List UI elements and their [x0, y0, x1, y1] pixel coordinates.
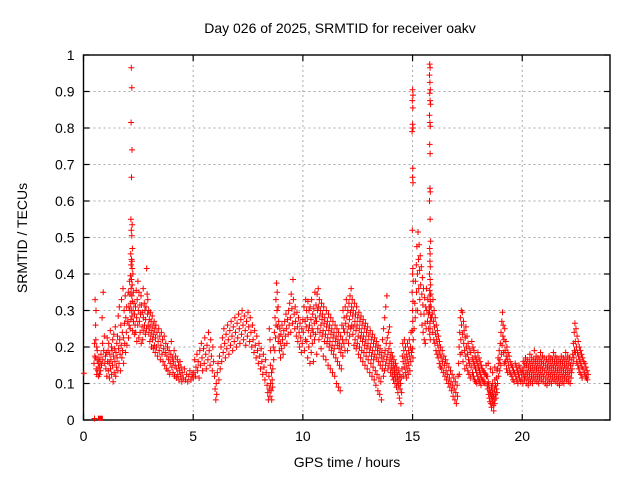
y-tick-label: 0.2	[55, 339, 75, 355]
chart-title: Day 026 of 2025, SRMTID for receiver oak…	[204, 20, 476, 36]
y-tick-label: 0.6	[55, 193, 75, 209]
y-tick-label: 0.5	[55, 230, 75, 246]
plot-border	[82, 54, 611, 421]
x-tick-label: 20	[514, 428, 530, 444]
y-tick-label: 0.7	[55, 157, 75, 173]
scatter-points-layer	[80, 61, 592, 422]
x-tick-label: 15	[405, 428, 421, 444]
y-tick-label: 0	[67, 412, 75, 428]
y-axis-title: SRMTID / TECUs	[14, 183, 30, 293]
y-tick-label: 0.8	[55, 120, 75, 136]
scatter-series	[80, 61, 592, 422]
y-tick-label: 0.9	[55, 84, 75, 100]
grid-layer	[83, 55, 610, 420]
square-marker	[97, 415, 103, 421]
y-tick-label: 0.1	[55, 376, 75, 392]
y-tick-label: 1	[67, 47, 75, 63]
x-tick-label: 5	[189, 428, 197, 444]
x-axis-title: GPS time / hours	[294, 454, 401, 470]
x-tick-label: 0	[80, 428, 88, 444]
axis-label-layer: 0 5 10 15 20 0 0.1 0.2 0.3 0.4 0.5 0.6 0.7 0.8 0.9 1	[55, 47, 530, 444]
y-tick-label: 0.4	[55, 266, 75, 282]
y-tick-label: 0.3	[55, 303, 75, 319]
x-tick-label: 10	[295, 428, 311, 444]
